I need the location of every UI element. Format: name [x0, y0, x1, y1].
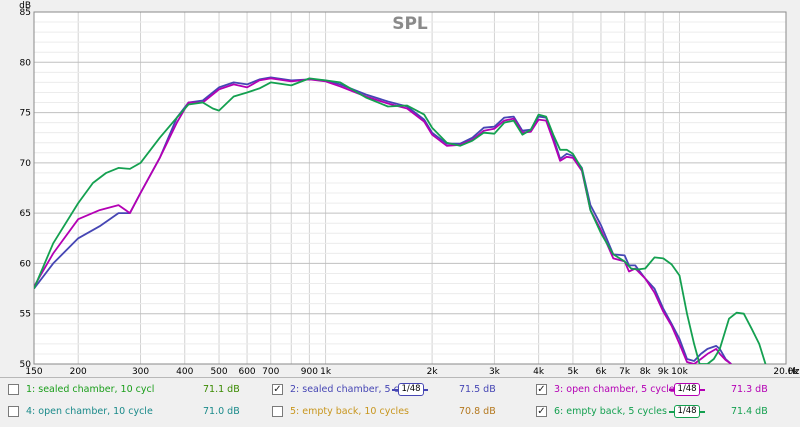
- legend-value-5: 70.8 dB: [459, 406, 496, 417]
- x-tick-label: 900: [301, 367, 318, 377]
- y-tick-label: 70: [20, 159, 32, 169]
- legend-value-3: 71.3 dB: [731, 384, 768, 395]
- legend-checkbox-2[interactable]: ✓: [272, 384, 283, 395]
- x-tick-label: 200: [70, 367, 87, 377]
- y-tick-label: 65: [20, 209, 31, 219]
- x-tick-label: 5k: [567, 367, 579, 377]
- legend-item-4[interactable]: 4: open chamber, 10 cycle 71.0 dB: [8, 404, 270, 420]
- legend-item-3[interactable]: ✓ 3: open chamber, 5 cycles 1/48 71.3 dB: [536, 382, 798, 398]
- legend-value-6: 71.4 dB: [731, 406, 768, 417]
- plot-background: [34, 12, 786, 364]
- legend-value-4: 71.0 dB: [203, 406, 240, 417]
- legend-label-5: 5: empty back, 10 cycles: [290, 406, 409, 417]
- smoothing-button-3[interactable]: 1/48: [674, 383, 700, 396]
- legend-panel: 1: sealed chamber, 10 cycl 71.1 dB ✓ 2: …: [0, 377, 800, 427]
- x-tick-label: 150: [25, 367, 42, 377]
- y-tick-label: 60: [20, 259, 32, 269]
- legend-value-1: 71.1 dB: [203, 384, 240, 395]
- x-tick-label: 500: [210, 367, 227, 377]
- y-tick-label: 50: [20, 360, 32, 370]
- legend-checkbox-1[interactable]: [8, 384, 19, 395]
- spl-chart: 150 200 300 400 500 600 700 900 1k 2k 3k 4k 5k 6k 7k 8k…: [19, 1, 800, 377]
- legend-item-2[interactable]: ✓ 2: sealed chamber, 5 cycle 1/48 71.5 d…: [272, 382, 534, 398]
- legend-label-2: 2: sealed chamber, 5 cycle: [290, 384, 419, 395]
- x-tick-label: 7k: [619, 367, 631, 377]
- smoothing-button-2[interactable]: 1/48: [398, 383, 424, 396]
- legend-label-4: 4: open chamber, 10 cycle: [26, 406, 153, 417]
- y-tick-label: 55: [20, 310, 31, 320]
- x-tick-label: 8k: [640, 367, 652, 377]
- legend-value-2: 71.5 dB: [459, 384, 496, 395]
- x-tick-label: 9k: [658, 367, 670, 377]
- x-tick-label: 700: [262, 367, 279, 377]
- smoothing-button-6[interactable]: 1/48: [674, 405, 700, 418]
- y-tick-label: 80: [20, 58, 32, 68]
- legend-item-1[interactable]: 1: sealed chamber, 10 cycl 71.1 dB: [8, 382, 270, 398]
- legend-checkbox-6[interactable]: ✓: [536, 406, 547, 417]
- y-tick-label: 75: [20, 109, 31, 119]
- legend-label-6: 6: empty back, 5 cycles: [554, 406, 667, 417]
- legend-item-6[interactable]: ✓ 6: empty back, 5 cycles 1/48 71.4 dB: [536, 404, 798, 420]
- x-tick-label: 10k: [671, 367, 688, 377]
- chart-title: SPL: [392, 14, 428, 34]
- y-axis-unit: dB: [19, 1, 31, 11]
- x-tick-label: 20.0k: [773, 367, 799, 377]
- x-tick-label: 300: [132, 367, 149, 377]
- legend-label-3: 3: open chamber, 5 cycles: [554, 384, 680, 395]
- legend-item-5[interactable]: 5: empty back, 10 cycles 70.8 dB: [272, 404, 534, 420]
- chart-svg: 150 200 300 400 500 600 700 900 1k 2k 3k 4k 5k 6k 7k 8k…: [19, 1, 800, 377]
- series-line-1: [34, 76, 732, 364]
- x-tick-label: 400: [176, 367, 193, 377]
- x-axis-unit: Hz: [788, 367, 800, 377]
- x-tick-label: 1k: [320, 367, 332, 377]
- plot-border: [33, 11, 787, 365]
- series-line-3: [34, 77, 767, 364]
- legend-checkbox-4[interactable]: [8, 406, 19, 417]
- x-tick-label: 3k: [489, 367, 501, 377]
- x-tick-label: 600: [238, 367, 255, 377]
- x-tick-label: 6k: [595, 367, 607, 377]
- legend-label-1: 1: sealed chamber, 10 cycl: [26, 384, 155, 395]
- x-tick-label: 2k: [427, 367, 439, 377]
- x-tick-label: 4k: [533, 367, 545, 377]
- legend-checkbox-5[interactable]: [272, 406, 283, 417]
- y-tick-label: 85: [20, 8, 31, 18]
- legend-checkbox-3[interactable]: ✓: [536, 384, 547, 395]
